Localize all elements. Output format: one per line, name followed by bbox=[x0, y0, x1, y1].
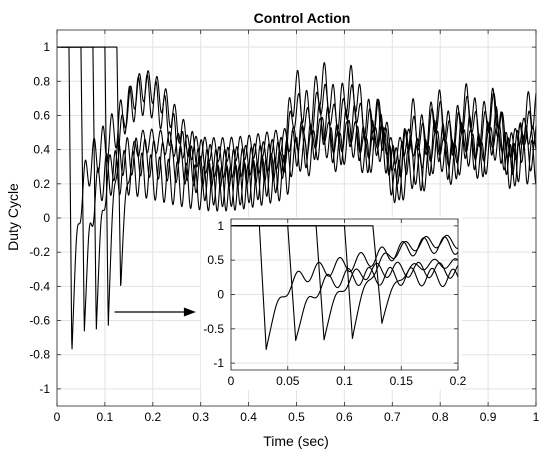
inset-x-tick-label: 0.15 bbox=[390, 374, 414, 388]
inset-x-tick-label: 0 bbox=[228, 374, 235, 388]
inset-background bbox=[201, 217, 462, 390]
main-x-tick-label: 0 bbox=[54, 410, 61, 424]
series-line-2 bbox=[56, 46, 537, 332]
main-x-tick-label: 0.3 bbox=[192, 410, 209, 424]
main-y-tick-label: -0.8 bbox=[29, 348, 50, 362]
main-y-tick-labels: 1 0.8 0.6 0.4 0.2 0 -0.2 -0.4 -0.6 -0.8 -1 bbox=[29, 40, 50, 396]
main-y-tick-label: -0.6 bbox=[29, 314, 50, 328]
main-y-tick-label: 0 bbox=[43, 211, 50, 225]
main-y-tick-label: 0.2 bbox=[33, 177, 50, 191]
main-y-tick-label: -1 bbox=[39, 382, 50, 396]
y-axis-label: Duty Cycle bbox=[5, 183, 21, 251]
main-x-tick-label: 0.4 bbox=[240, 410, 257, 424]
inset-x-tick-label: 0.05 bbox=[276, 374, 300, 388]
inset-y-tick-label: 1 bbox=[217, 219, 224, 233]
arrow-head bbox=[183, 307, 196, 317]
main-series-group bbox=[56, 46, 537, 350]
main-x-tick-label: 1 bbox=[533, 410, 540, 424]
main-x-tick-label: 0.5 bbox=[288, 410, 305, 424]
main-x-tick-label: 0.9 bbox=[480, 410, 497, 424]
main-x-tick-label: 0.8 bbox=[432, 410, 449, 424]
inset-ticks bbox=[230, 219, 459, 370]
inset-x-tick-label: 0.2 bbox=[450, 374, 467, 388]
main-y-tick-label: -0.4 bbox=[29, 279, 50, 293]
main-x-tick-label: 0.6 bbox=[336, 410, 353, 424]
inset-series-group bbox=[230, 225, 459, 350]
main-ticks bbox=[56, 30, 537, 406]
main-x-tick-labels: 0 0.1 0.2 0.3 0.4 0.5 0.6 0.7 0.8 0.9 1 bbox=[54, 410, 540, 424]
main-y-tick-label: 1 bbox=[43, 40, 50, 54]
main-x-tick-label: 0.1 bbox=[97, 410, 114, 424]
inset-series-line-1 bbox=[230, 225, 459, 350]
series-line-5 bbox=[56, 46, 537, 286]
inset-y-tick-label: 0 bbox=[217, 288, 224, 302]
main-y-tick-label: 0.4 bbox=[33, 143, 50, 157]
main-y-tick-label: 0.8 bbox=[33, 74, 50, 88]
x-axis-label: Time (sec) bbox=[263, 433, 329, 449]
series-line-4 bbox=[56, 46, 537, 326]
inset-y-tick-label: -0.5 bbox=[203, 322, 224, 336]
inset-x-tick-labels: 0 0.05 0.1 0.15 0.2 bbox=[228, 374, 467, 388]
inset-series-line-5 bbox=[230, 225, 459, 324]
main-x-tick-label: 0.2 bbox=[144, 410, 161, 424]
inset-y-tick-label: 0.5 bbox=[207, 253, 224, 267]
annotation-arrow bbox=[114, 307, 196, 317]
main-y-tick-label: -0.2 bbox=[29, 245, 50, 259]
chart-title: Control Action bbox=[254, 10, 351, 26]
main-x-tick-label: 0.7 bbox=[384, 410, 401, 424]
inset-y-tick-labels: 1 0.5 0 -0.5 -1 bbox=[203, 219, 224, 370]
inset-x-tick-label: 0.1 bbox=[336, 374, 353, 388]
main-y-tick-label: 0.6 bbox=[33, 108, 50, 122]
inset-y-tick-label: -1 bbox=[213, 356, 224, 370]
